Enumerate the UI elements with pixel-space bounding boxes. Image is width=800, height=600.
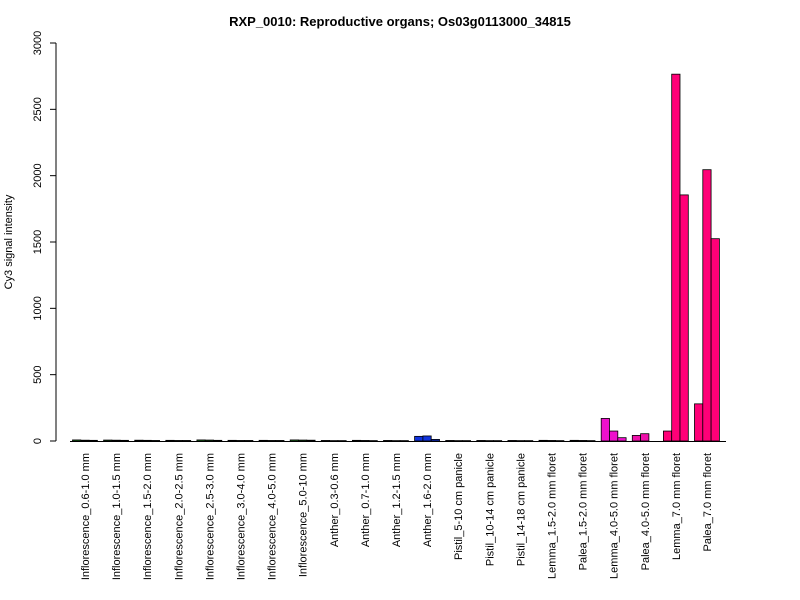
bar: [640, 433, 650, 442]
x-tick-label: Lemma_7.0 mm floret: [671, 453, 683, 560]
x-tick-label: Palea_4.0-5.0 mm floret: [640, 453, 652, 570]
x-tick-label: Pistil_10-14 cm panicle: [484, 453, 496, 566]
bar: [600, 418, 610, 442]
x-tick-label: Anther_0.7-1.0 mm: [360, 453, 372, 547]
bar: [80, 439, 90, 442]
y-tick-label: 1000: [32, 296, 44, 320]
bar: [289, 439, 299, 442]
bar: [213, 439, 223, 442]
x-tick-label: Inflorescence_5.0-10 mm: [298, 453, 310, 577]
bar: [244, 440, 254, 442]
bar: [165, 439, 175, 442]
bar: [507, 440, 517, 442]
bar: [306, 439, 316, 442]
x-tick-label: Inflorescence_1.0-1.5 mm: [111, 453, 123, 580]
bar: [298, 439, 308, 442]
x-tick-label: Pistil_14-18 cm panicle: [515, 453, 527, 566]
y-tick-label: 0: [32, 438, 44, 444]
bar: [275, 440, 285, 442]
bar: [631, 435, 641, 442]
bar: [383, 440, 393, 442]
bar: [694, 403, 704, 442]
bar: [196, 439, 206, 442]
bar: [671, 73, 681, 442]
bar: [422, 435, 432, 442]
x-tick-label: Inflorescence_1.5-2.0 mm: [142, 453, 154, 580]
y-axis-label: Cy3 signal intensity: [3, 194, 15, 289]
x-tick-label: Palea_1.5-2.0 mm floret: [578, 453, 590, 570]
y-tick-label: 1500: [32, 230, 44, 254]
bar: [235, 440, 246, 442]
bar: [702, 169, 712, 442]
bar: [103, 439, 113, 442]
y-tick-label: 2500: [32, 97, 44, 121]
bar: [72, 439, 82, 442]
x-tick-label: Inflorescence_4.0-5.0 mm: [267, 453, 279, 580]
bar: [181, 440, 192, 442]
bar: [88, 439, 98, 442]
bar: [710, 238, 720, 442]
y-tick-label: 500: [32, 365, 44, 383]
y-tick-label: 2000: [32, 163, 44, 187]
bar: [430, 439, 440, 442]
y-tick-label: 3000: [32, 31, 44, 55]
bar: [679, 194, 689, 442]
x-tick-label: Pistil_5-10 cm panicle: [453, 453, 465, 560]
bar: [546, 440, 556, 442]
bar: [445, 440, 455, 442]
x-tick-label: Lemma_4.0-5.0 mm floret: [609, 453, 621, 579]
bar: [266, 440, 277, 442]
bar: [663, 430, 673, 442]
bar: [173, 440, 183, 442]
x-tick-label: Inflorescence_2.5-3.0 mm: [204, 453, 216, 580]
bar: [320, 440, 330, 442]
bar: [538, 439, 548, 442]
bar: [227, 439, 237, 442]
bar: [142, 439, 152, 442]
bars-group: [72, 73, 720, 442]
bar: [414, 435, 424, 442]
x-tick-label: Inflorescence_0.6-1.0 mm: [80, 453, 92, 580]
x-tick-label: Inflorescence_2.0-2.5 mm: [173, 453, 185, 580]
bar: [111, 439, 121, 442]
x-tick-label: Anther_1.6-2.0 mm: [422, 453, 434, 547]
x-tick-label: Lemma_1.5-2.0 mm floret: [546, 453, 558, 579]
y-axis: 0 500 1000 1500 2000 2500 3000: [32, 31, 57, 444]
bar: [578, 440, 588, 442]
x-tick-label: Anther_0.3-0.6 mm: [329, 453, 341, 547]
chart-title: RXP_0010: Reproductive organs; Os03g0113…: [229, 14, 571, 29]
bar: [119, 439, 129, 442]
x-tick-label: Inflorescence_3.0-4.0 mm: [235, 453, 247, 580]
bar: [476, 440, 486, 442]
bar: [360, 440, 370, 442]
x-axis-labels: Inflorescence_0.6-1.0 mm Inflorescence_1.…: [80, 453, 714, 580]
bar: [617, 437, 627, 442]
bar: [150, 440, 161, 442]
bar: [134, 439, 144, 442]
bar: [351, 439, 362, 442]
x-tick-label: Palea_7.0 mm floret: [702, 453, 714, 551]
bar: [258, 439, 268, 442]
x-tick-label: Anther_1.2-1.5 mm: [391, 453, 403, 547]
bar: [609, 430, 619, 442]
bar: [204, 439, 214, 442]
bar: [569, 439, 579, 442]
